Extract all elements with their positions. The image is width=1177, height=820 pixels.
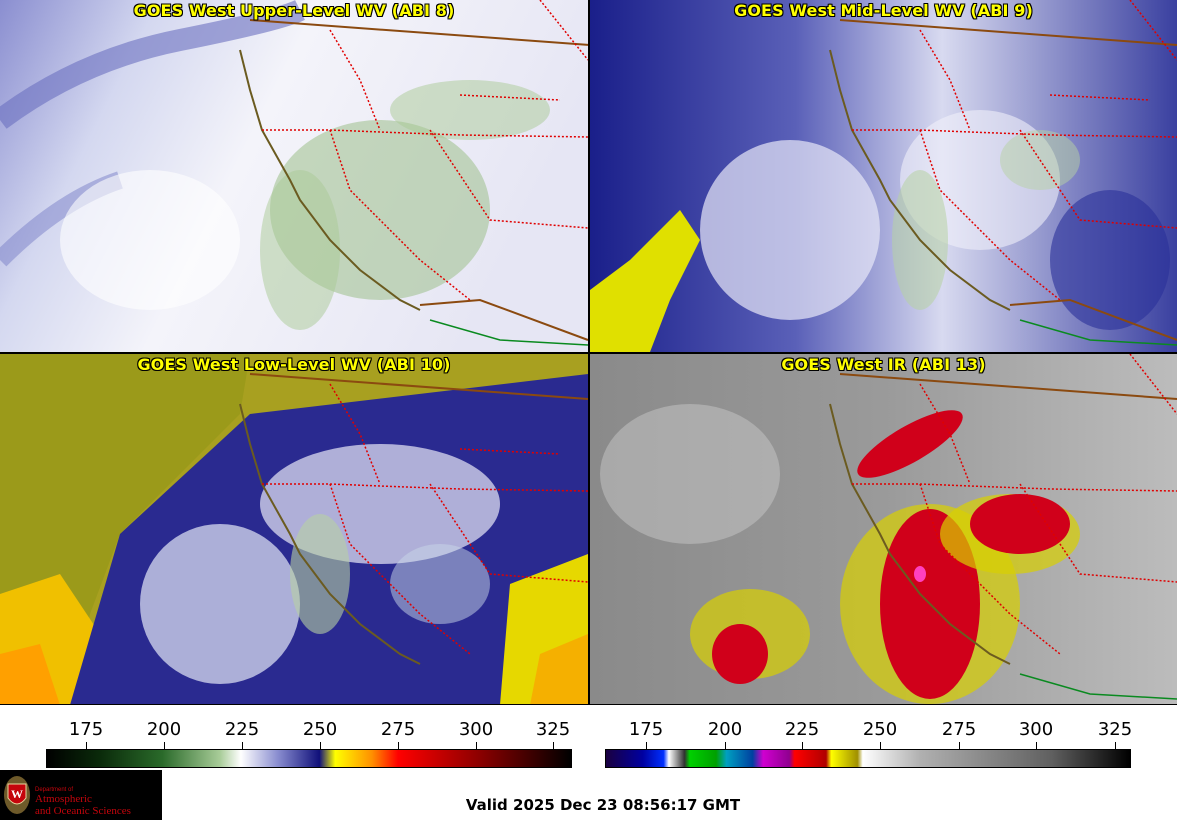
tick-label: 325: [1097, 719, 1133, 740]
tick-label: 250: [302, 719, 338, 740]
tick-label: 200: [146, 719, 182, 740]
tick-label: 200: [707, 719, 743, 740]
tick-label: 175: [628, 719, 664, 740]
tick-label: 325: [535, 719, 571, 740]
tick-mark: [86, 742, 87, 749]
ir-panel: GOES West IR (ABI 13): [590, 354, 1177, 705]
tick-label: 225: [224, 719, 260, 740]
panel-title: GOES West Low-Level WV (ABI 10): [137, 355, 451, 374]
wv-color-scale: [46, 749, 572, 768]
low-level-wv-image: [0, 354, 588, 705]
tick-mark: [476, 742, 477, 749]
tick-label: 300: [1018, 719, 1054, 740]
logo-dept-text: Department of: [35, 787, 74, 793]
tick-label: 250: [862, 719, 898, 740]
ir-colorbar: 175 200 225 250 275 300 325: [605, 705, 1133, 770]
tick-label: 275: [380, 719, 416, 740]
ir-image: [590, 354, 1177, 705]
tick-label: 225: [784, 719, 820, 740]
tick-mark: [242, 742, 243, 749]
tick-mark: [164, 742, 165, 749]
valid-time: Valid 2025 Dec 23 08:56:17 GMT: [465, 796, 741, 814]
low-level-wv-panel: GOES West Low-Level WV (ABI 10): [0, 354, 588, 705]
panel-divider: [0, 704, 1177, 705]
logo-line2: and Oceanic Sciences: [35, 805, 131, 817]
ir-color-scale: [605, 749, 1131, 768]
logo-line1: Atmospheric: [35, 793, 92, 805]
tick-mark: [553, 742, 554, 749]
aos-logo: W Department of Atmospheric and Oceanic …: [0, 770, 162, 820]
tick-mark: [320, 742, 321, 749]
tick-label: 300: [458, 719, 494, 740]
uw-crest-icon: W: [4, 776, 30, 814]
panel-title: GOES West IR (ABI 13): [781, 355, 986, 374]
upper-level-wv-image: [0, 0, 588, 352]
tick-mark: [1115, 742, 1116, 749]
tick-mark: [398, 742, 399, 749]
wv-colorbar: 175 200 225 250 275 300 325: [46, 705, 572, 770]
tick-mark: [1036, 742, 1037, 749]
tick-label: 275: [941, 719, 977, 740]
mid-level-wv-image: [590, 0, 1177, 352]
tick-mark: [725, 742, 726, 749]
panel-title: GOES West Upper-Level WV (ABI 8): [133, 1, 455, 20]
tick-mark: [959, 742, 960, 749]
panel-divider: [588, 0, 590, 705]
tick-mark: [802, 742, 803, 749]
upper-level-wv-panel: GOES West Upper-Level WV (ABI 8): [0, 0, 588, 352]
mid-level-wv-panel: GOES West Mid-Level WV (ABI 9): [590, 0, 1177, 352]
tick-mark: [646, 742, 647, 749]
tick-label: 175: [68, 719, 104, 740]
tick-mark: [880, 742, 881, 749]
panel-title: GOES West Mid-Level WV (ABI 9): [734, 1, 1033, 20]
svg-text:W: W: [11, 787, 23, 801]
